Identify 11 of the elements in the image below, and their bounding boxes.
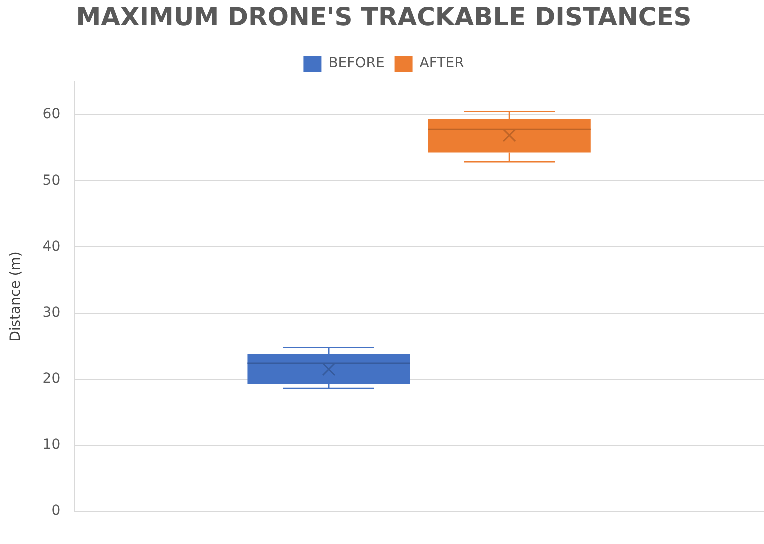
y-tick-label: 40 xyxy=(42,238,61,255)
y-axis-title: Distance (m) xyxy=(8,252,24,342)
y-tick-label: 50 xyxy=(42,172,61,189)
y-tick-label: 20 xyxy=(42,371,61,388)
legend-label: BEFORE xyxy=(328,56,385,72)
legend-label: AFTER xyxy=(420,56,465,72)
y-tick-label: 10 xyxy=(42,437,61,454)
chart-title: MAXIMUM DRONE'S TRACKABLE DISTANCES xyxy=(76,2,692,32)
y-tick-label: 60 xyxy=(42,106,61,123)
y-tick-label: 0 xyxy=(52,503,61,520)
y-tick-label: 30 xyxy=(42,304,61,321)
